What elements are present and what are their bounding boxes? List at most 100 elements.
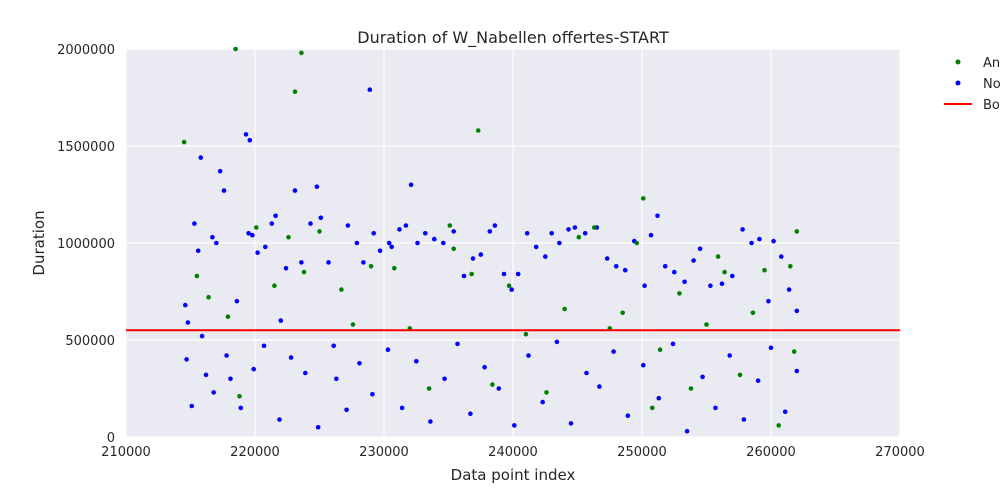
anomaly-point [641,196,646,201]
normal-point [247,137,253,143]
normal-point [278,318,284,323]
normal-point [315,425,321,430]
normal-point [641,362,646,368]
normal-point [487,229,493,234]
normal-point [288,355,294,360]
normal-point [749,240,754,246]
anomaly-point [737,372,743,378]
normal-point [757,236,762,242]
anomaly-point [272,283,277,289]
y-tick-label: 0 [107,431,115,446]
anomaly-point [350,322,356,327]
anomaly-point [469,271,475,277]
normal-point [371,231,377,236]
normal-point [700,374,705,380]
x-axis-title: Data point index [451,466,576,484]
normal-point [189,403,195,409]
normal-point [684,428,690,434]
anomaly-point [292,89,298,94]
normal-point [345,223,351,228]
normal-point [604,256,610,261]
y-tick-label: 500000 [65,334,115,349]
y-tick-label: 1500000 [57,140,115,155]
normal-point [582,231,588,236]
normal-point [512,423,517,428]
anomaly-point [426,386,432,391]
normal-point [277,417,282,422]
x-tick-label: 240000 [488,445,538,460]
normal-point [656,395,662,401]
legend-label: No [983,77,1000,92]
normal-point [263,244,268,250]
normal-point [203,372,209,378]
normal-point [719,281,725,287]
normal-point [682,279,687,285]
normal-point [185,320,191,325]
normal-point [408,182,414,188]
anomaly-point [620,310,625,316]
normal-point [357,361,362,366]
normal-point [613,264,619,269]
anomaly-point [475,128,481,133]
anomaly-point [762,267,767,273]
normal-point [243,132,249,137]
normal-point [403,223,409,228]
normal-point [261,343,267,349]
anomaly-point [677,291,682,296]
normal-point [308,221,313,226]
normal-point [198,155,204,160]
normal-point [786,287,792,292]
anomaly-point [299,50,304,56]
normal-point [515,271,521,277]
anomaly-point [592,225,597,230]
anomaly-point [194,273,200,279]
normal-point [314,184,320,189]
legend-marker [955,59,961,65]
anomaly-point [576,234,582,240]
anomaly-point [237,394,242,399]
anomaly-point [715,254,721,259]
normal-point [283,265,289,271]
normal-point [238,405,244,411]
anomaly-point [722,269,727,275]
normal-point [399,405,405,411]
normal-point [455,341,460,347]
normal-point [740,227,745,232]
normal-point [713,405,718,411]
normal-point [195,248,201,254]
scatter-points [181,46,800,434]
normal-point [496,386,502,391]
anomaly-point [490,382,495,387]
normal-point [549,231,554,236]
anomaly-point [750,310,756,316]
normal-point [543,254,548,259]
normal-point [779,254,784,259]
x-tick-label: 210000 [101,445,151,460]
normal-point [768,345,774,351]
normal-point [648,232,654,238]
x-tick-label: 250000 [617,445,667,460]
normal-point [662,264,668,269]
anomaly-point [233,46,238,52]
normal-point [334,376,339,382]
normal-point [611,349,616,354]
normal-point [524,231,530,236]
normal-point [273,213,278,219]
y-tick-label: 2000000 [57,43,115,58]
normal-point [554,339,560,345]
normal-point [584,370,589,376]
normal-point [509,287,514,292]
normal-point [217,168,223,174]
normal-point [478,252,484,257]
legend-label: Bo [983,98,1000,113]
normal-point [672,269,677,275]
normal-point [210,234,215,240]
anomaly-point [634,240,640,246]
anomaly-point [253,225,259,230]
normal-point [741,417,747,422]
normal-point [292,188,298,193]
anomaly-point [562,306,567,312]
anomaly-point [791,349,797,354]
normal-point [318,215,324,221]
anomaly-point [788,264,793,269]
